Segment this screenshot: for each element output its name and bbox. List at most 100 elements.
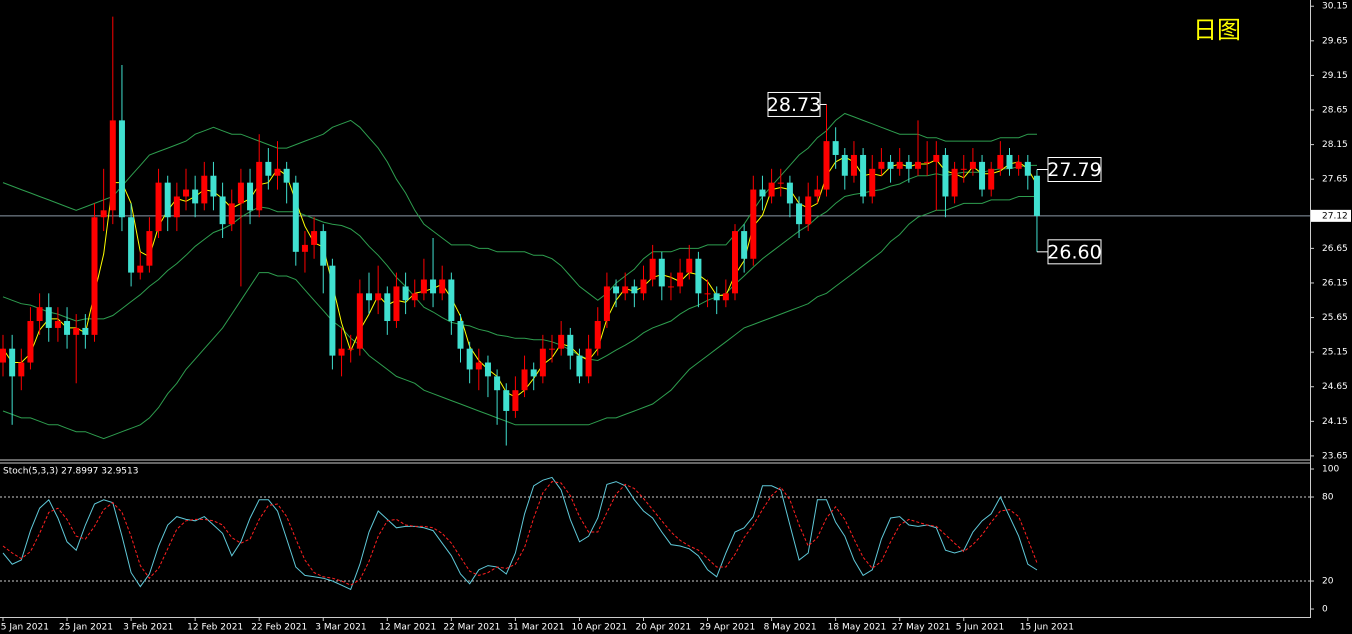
candle-body [36, 307, 43, 322]
candle-body [54, 321, 61, 328]
candle-body [960, 168, 967, 170]
y-tick-label: 0 [1322, 605, 1328, 615]
y-tick-label: 25.15 [1322, 348, 1348, 358]
candle-body [567, 334, 574, 356]
x-tick-label: 10 Apr 2021 [571, 623, 627, 633]
candle-body [631, 286, 638, 294]
candle-body [64, 321, 71, 335]
candle-body [905, 161, 912, 169]
overlay-line [2, 112, 1037, 301]
candle-body [850, 154, 857, 176]
candle-body [137, 265, 144, 273]
candle-body [1033, 175, 1040, 216]
candle-body [713, 293, 720, 301]
y-tick-label: 24.65 [1322, 382, 1348, 392]
candle-body [73, 327, 80, 335]
x-tick-label: 18 May 2021 [828, 623, 887, 633]
candle-body [988, 168, 995, 190]
candle-body [786, 182, 793, 204]
candle-body [375, 293, 382, 301]
candle-body [237, 182, 244, 204]
candle-body [18, 362, 25, 377]
y-tick-label: 28.65 [1322, 106, 1348, 116]
candle-body [530, 369, 537, 377]
candle-body [329, 265, 336, 356]
candle-body [292, 182, 299, 252]
candle-body [576, 355, 583, 377]
candle-body [155, 182, 162, 232]
candle-body [878, 161, 885, 169]
candle-body [521, 369, 528, 391]
candle-body [430, 279, 437, 294]
candle-body [658, 258, 665, 287]
annotation-box [1047, 239, 1102, 265]
candle-body [494, 376, 501, 391]
x-tick-label: 8 May 2021 [764, 623, 817, 633]
indicator-label: Stoch(5,3,3) 27.8997 32.9513 [3, 467, 138, 477]
candle-body [311, 231, 318, 245]
candle-body [832, 141, 839, 155]
candle-body [777, 182, 784, 184]
y-tick-label: 28.15 [1322, 140, 1348, 150]
candle-body [915, 161, 921, 169]
candle-body [256, 161, 263, 211]
candle-body [512, 390, 519, 411]
candle-body [82, 327, 89, 335]
candle-body [228, 203, 235, 225]
candle-body [45, 307, 52, 328]
y-tick-label: 30.15 [1322, 2, 1348, 12]
candle-body [558, 334, 565, 349]
candle-body [887, 161, 894, 169]
candle-body [539, 348, 546, 377]
chart-title: 日图 [1193, 16, 1241, 44]
candle-body [448, 279, 455, 322]
x-tick-label: 3 Mar 2021 [315, 623, 366, 633]
candle-body [210, 175, 217, 197]
candle-body [722, 293, 729, 301]
candle-body [201, 175, 208, 204]
candle-body [366, 293, 372, 301]
candle-body [457, 321, 464, 349]
candle-body [347, 348, 354, 350]
annotation-box [767, 91, 821, 117]
x-tick-label: 5 Jun 2021 [956, 623, 1004, 633]
y-tick-label: 26.65 [1322, 244, 1348, 254]
candle-body [869, 168, 876, 197]
y-tick-label: 20 [1322, 577, 1334, 587]
annotation-label: 28.73 [767, 94, 821, 116]
x-tick-label: 29 Apr 2021 [700, 623, 756, 633]
candle-body [896, 161, 903, 169]
candle-body [439, 279, 446, 294]
candle-body [183, 189, 189, 197]
candle-body [796, 203, 803, 225]
candle-body [274, 168, 281, 176]
x-tick-label: 15 Jun 2021 [1020, 623, 1074, 633]
y-tick-label: 80 [1322, 493, 1334, 503]
candle-body [1015, 161, 1022, 169]
candle-body [667, 286, 674, 288]
candle-body [393, 286, 400, 322]
candle-body [622, 286, 629, 294]
y-tick-label: 29.15 [1322, 71, 1348, 81]
x-tick-label: 3 Feb 2021 [123, 623, 173, 633]
candle-body [640, 279, 647, 294]
candle-body [219, 196, 226, 225]
candle-body [466, 348, 473, 370]
candle-body [0, 348, 6, 363]
candle-body [173, 196, 180, 218]
x-tick-label: 22 Feb 2021 [251, 623, 307, 633]
candle-body [420, 279, 427, 294]
candle-body [265, 161, 272, 176]
y-tick-label: 24.15 [1322, 417, 1348, 427]
candle-body [1006, 154, 1013, 169]
candle-body [942, 154, 949, 197]
candle-body [768, 182, 775, 197]
stoch-line [2, 476, 1038, 591]
candle-body [549, 348, 555, 350]
annotation-box [1047, 157, 1102, 183]
candle-body [9, 348, 16, 377]
candle-body [109, 120, 116, 211]
candle-body [283, 168, 290, 183]
candle-body [933, 154, 940, 162]
